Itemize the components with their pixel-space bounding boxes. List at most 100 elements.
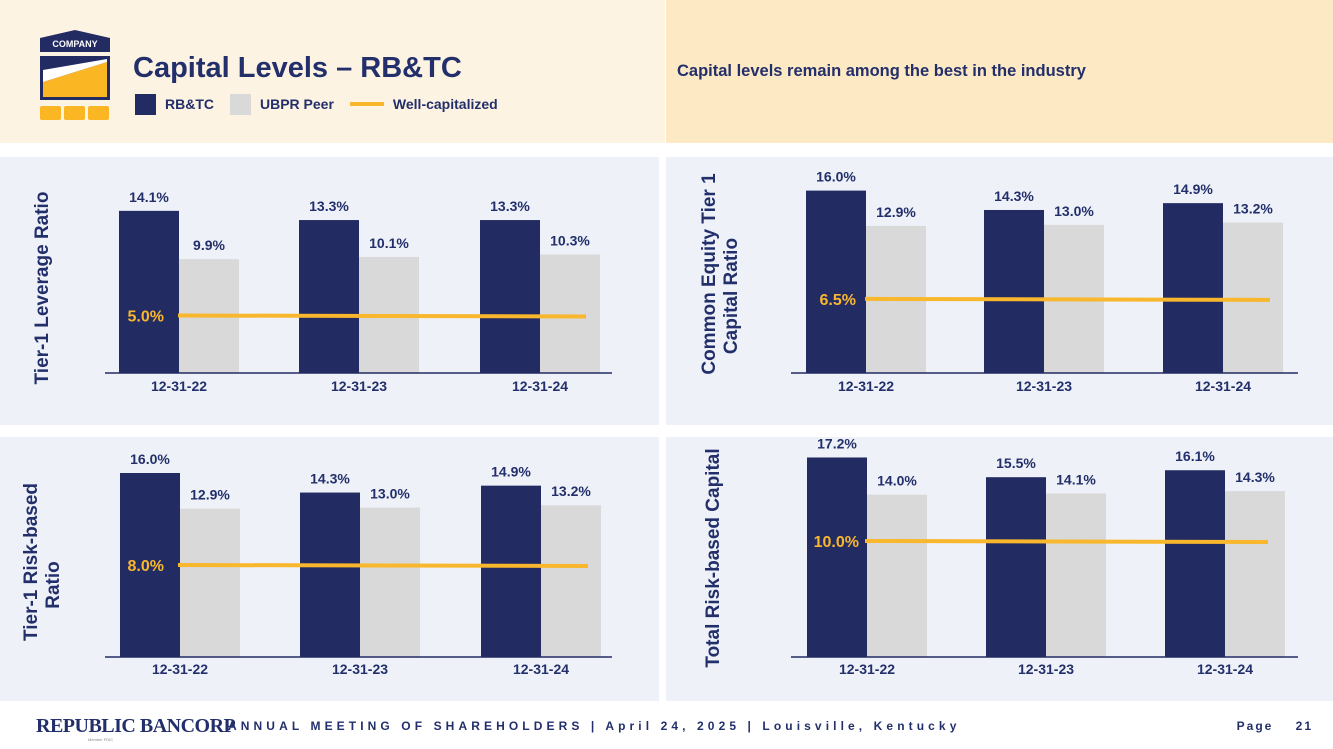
well-capitalized-label: 10.0% [814, 534, 859, 551]
legend-swatch-rbtc [135, 93, 156, 115]
value-label-rbtc: 14.3% [310, 471, 350, 487]
value-label-ubpr-peer: 14.0% [877, 473, 917, 489]
panel-tier1-leverage: Tier-1 Leverage Ratio 14.1% 13.3% 13.3% 9.9%… [0, 157, 659, 425]
bar-ubpr-peer-12-31-23 [1046, 493, 1106, 657]
legend-item-well-capitalized: Well-capitalized [349, 96, 498, 112]
value-label-rbtc: 14.1% [129, 189, 169, 205]
value-label-ubpr-peer: 14.3% [1235, 469, 1275, 485]
legend: RB&TC UBPR Peer Well-capitalized [135, 93, 514, 115]
legend-label-well-capitalized: Well-capitalized [392, 96, 498, 112]
header-left-band [0, 0, 665, 143]
value-label-ubpr-peer: 12.9% [190, 487, 230, 503]
category-label: 12-31-24 [1195, 378, 1251, 394]
bar-rbtc-12-31-22 [120, 473, 180, 657]
footer: REPUBLIC BANCORP Member FDIC ANNUAL MEET… [0, 709, 1333, 749]
bar-ubpr-peer-12-31-24 [540, 254, 600, 373]
bar-ubpr-peer-12-31-24 [541, 505, 601, 657]
panel-tier1-risk-based: Tier-1 Risk-basedRatio 16.0% 14.3% 14.9% 12.… [0, 437, 659, 701]
category-label: 12-31-22 [838, 378, 894, 394]
category-label: 12-31-24 [1197, 661, 1253, 677]
footer-meeting-info: ANNUAL MEETING OF SHAREHOLDERS | April 2… [228, 719, 961, 733]
y-axis-label-line: Tier-1 Leverage Ratio [32, 192, 53, 385]
bar-rbtc-12-31-22 [806, 190, 866, 373]
legend-label-rbtc: RB&TC [165, 96, 214, 112]
value-label-rbtc: 14.9% [491, 464, 531, 480]
category-label: 12-31-22 [839, 661, 895, 677]
y-axis-label: Tier-1 Risk-basedRatio [21, 483, 64, 641]
panel-total-risk-based: Total Risk-based Capital 17.2% 15.5% 16.1% 1… [666, 437, 1333, 701]
value-label-ubpr-peer: 12.9% [876, 204, 916, 220]
chart-cet1: Common Equity Tier 1Capital Ratio 16.0% 14… [699, 169, 1298, 394]
well-capitalized-label: 6.5% [820, 292, 856, 309]
well-capitalized-line [177, 563, 589, 568]
footer-page-label: Page [1236, 719, 1274, 733]
value-label-ubpr-peer: 13.2% [551, 483, 591, 499]
value-label-rbtc: 14.9% [1173, 181, 1213, 197]
footer-page-number: 21 [1295, 719, 1313, 733]
bar-rbtc-12-31-24 [480, 220, 540, 373]
bar-ubpr-peer-12-31-22 [867, 494, 927, 657]
value-label-ubpr-peer: 13.2% [1233, 201, 1273, 217]
y-axis-label: Tier-1 Leverage Ratio [32, 192, 53, 385]
page-title: Capital Levels – RB&TC [133, 52, 462, 84]
value-label-rbtc: 15.5% [996, 455, 1036, 471]
well-capitalized-label: 8.0% [128, 558, 164, 575]
category-label: 12-31-24 [512, 378, 568, 394]
well-capitalized-line [177, 313, 587, 319]
value-label-ubpr-peer: 13.0% [370, 486, 410, 502]
category-label: 12-31-22 [151, 378, 207, 394]
bar-ubpr-peer-12-31-24 [1223, 222, 1283, 373]
value-label-rbtc: 13.3% [309, 198, 349, 214]
y-axis-label-line: Tier-1 Risk-based [21, 483, 42, 641]
legend-item-ubpr-peer: UBPR Peer [230, 93, 334, 115]
legend-line-well-capitalized [349, 102, 384, 106]
subtitle: Capital levels remain among the best in … [677, 62, 1086, 80]
chart-tier1-leverage: Tier-1 Leverage Ratio 14.1% 13.3% 13.3% 9.9%… [32, 189, 612, 394]
category-label: 12-31-24 [513, 661, 569, 677]
value-label-ubpr-peer: 13.0% [1054, 203, 1094, 219]
legend-item-rbtc: RB&TC [135, 93, 214, 115]
bar-ubpr-peer-12-31-22 [180, 508, 240, 657]
category-label: 12-31-22 [152, 661, 208, 677]
y-axis-label-line: Ratio [43, 561, 64, 609]
value-label-ubpr-peer: 9.9% [193, 237, 225, 253]
company-logo: COMPANY [38, 30, 112, 122]
category-label: 12-31-23 [332, 661, 388, 677]
legend-swatch-ubpr-peer [230, 93, 251, 115]
header-right-band [666, 0, 1333, 143]
chart-total-risk-based: Total Risk-based Capital 17.2% 15.5% 16.1% 1… [703, 437, 1298, 677]
y-axis-label: Total Risk-based Capital [703, 448, 724, 667]
category-label: 12-31-23 [1016, 378, 1072, 394]
bar-rbtc-12-31-22 [807, 457, 867, 657]
logo-label: COMPANY [52, 39, 97, 49]
panel-cet1: Common Equity Tier 1Capital Ratio 16.0% 14… [666, 157, 1333, 425]
bar-rbtc-12-31-23 [299, 220, 359, 373]
value-label-ubpr-peer: 10.1% [369, 235, 409, 251]
y-axis-label-line: Total Risk-based Capital [703, 448, 724, 667]
value-label-ubpr-peer: 14.1% [1056, 471, 1096, 487]
bar-rbtc-12-31-22 [119, 210, 179, 373]
value-label-rbtc: 16.0% [816, 169, 856, 185]
bar-rbtc-12-31-24 [481, 485, 541, 657]
footer-brand: REPUBLIC BANCORP [36, 715, 236, 737]
category-label: 12-31-23 [1018, 661, 1074, 677]
bar-rbtc-12-31-23 [986, 477, 1046, 657]
bar-rbtc-12-31-23 [300, 492, 360, 657]
y-axis-label-line: Common Equity Tier 1 [699, 173, 720, 375]
y-axis-label-line: Capital Ratio [721, 238, 742, 354]
bar-ubpr-peer-12-31-24 [1225, 491, 1285, 657]
value-label-rbtc: 14.3% [994, 188, 1034, 204]
value-label-rbtc: 13.3% [490, 198, 530, 214]
chart-tier1-risk-based: Tier-1 Risk-basedRatio 16.0% 14.3% 14.9% 12.… [21, 451, 612, 677]
y-axis-label: Common Equity Tier 1Capital Ratio [699, 173, 742, 375]
bar-ubpr-peer-12-31-23 [360, 507, 420, 657]
value-label-rbtc: 17.2% [817, 437, 857, 451]
value-label-ubpr-peer: 10.3% [550, 233, 590, 249]
legend-label-ubpr-peer: UBPR Peer [260, 96, 334, 112]
well-capitalized-label: 5.0% [128, 309, 164, 326]
value-label-rbtc: 16.1% [1175, 448, 1215, 464]
footer-brand-sub: Member FDIC [88, 737, 114, 742]
well-capitalized-line [864, 296, 1271, 302]
category-label: 12-31-23 [331, 378, 387, 394]
value-label-rbtc: 16.0% [130, 451, 170, 467]
